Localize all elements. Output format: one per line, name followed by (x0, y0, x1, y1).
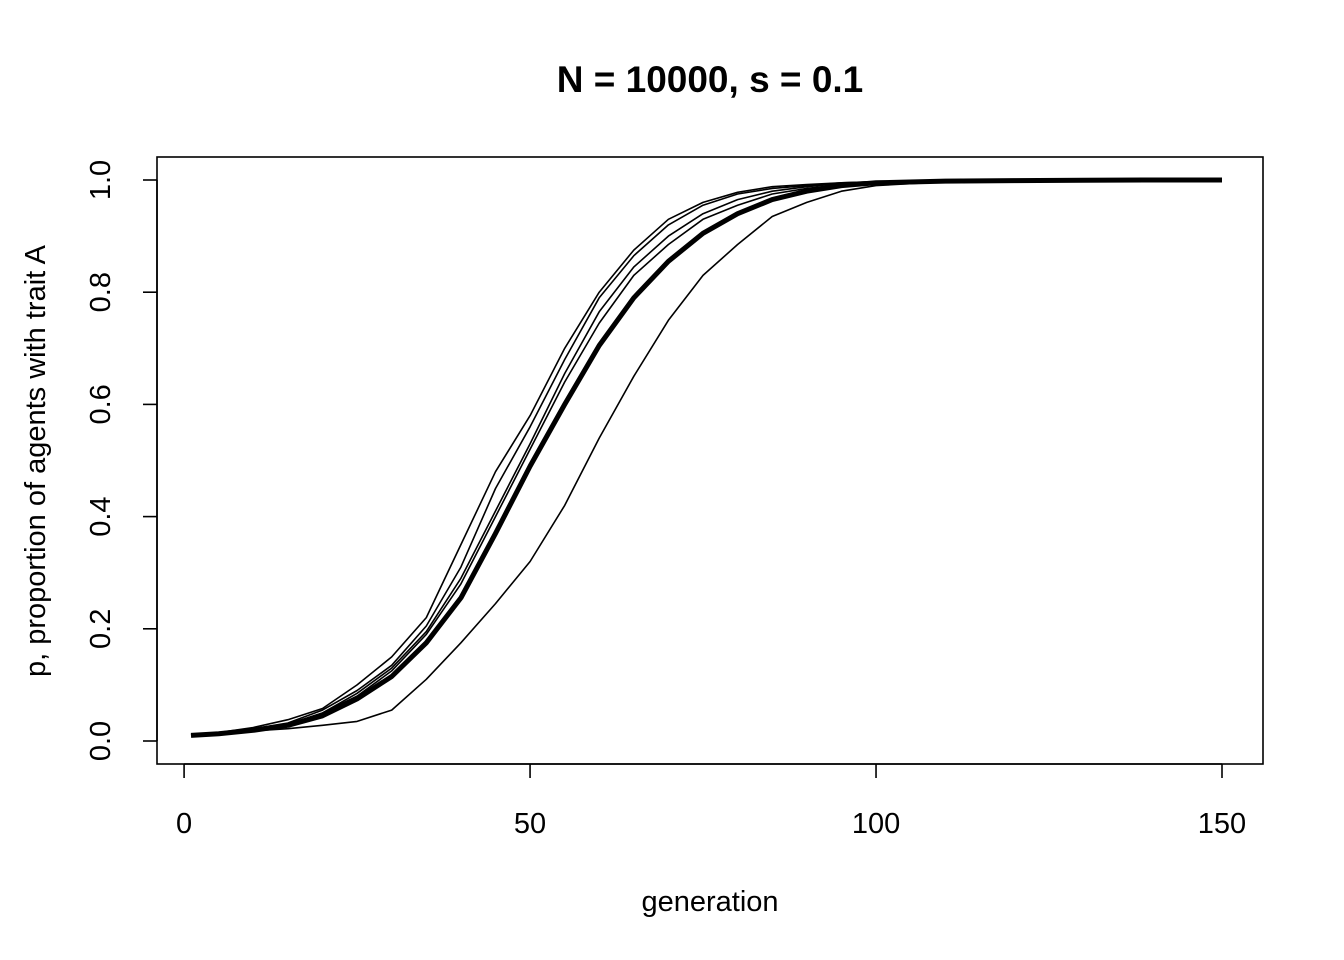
series-line-1 (190, 177, 1222, 738)
plot-frame (156, 156, 1264, 765)
series-line-3 (190, 179, 1222, 737)
x-axis: 0 50 100 150 (176, 763, 1246, 840)
series-layer (190, 177, 1222, 738)
series-line-6 (190, 179, 1222, 737)
y-tick-label: 1.0 (85, 160, 117, 200)
chart-title: N = 10000, s = 0.1 (557, 59, 864, 100)
y-tick-label: 0.0 (85, 721, 117, 761)
series-line-5 (190, 179, 1222, 737)
x-tick-label: 100 (852, 808, 900, 840)
y-axis-label: p, proportion of agents with trait A (20, 244, 52, 677)
y-tick-label: 0.8 (85, 272, 117, 312)
y-tick-label: 0.6 (85, 384, 117, 424)
y-axis: 0.0 0.2 0.4 0.6 0.8 1.0 (85, 160, 158, 761)
series-line-4 (190, 179, 1222, 737)
series-line-2 (190, 179, 1222, 737)
x-tick-label: 0 (176, 808, 192, 840)
y-tick-label: 0.4 (85, 496, 117, 536)
x-tick-label: 50 (514, 808, 546, 840)
x-axis-label: generation (641, 886, 778, 918)
x-tick-label: 150 (1198, 808, 1246, 840)
y-tick-label: 0.2 (85, 609, 117, 649)
